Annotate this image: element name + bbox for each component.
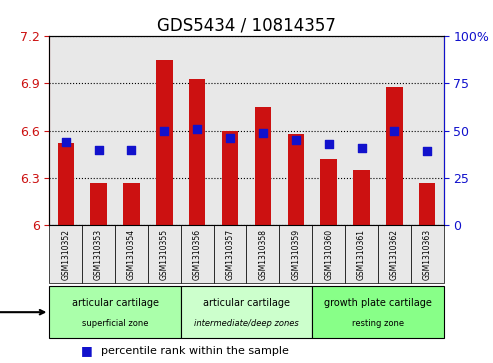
Bar: [123, 183, 140, 225]
Text: GSM1310359: GSM1310359: [291, 229, 300, 280]
Point: [259, 130, 267, 135]
Point: [357, 145, 365, 151]
Point: [95, 147, 103, 152]
FancyBboxPatch shape: [49, 286, 181, 338]
Text: GSM1310358: GSM1310358: [258, 229, 267, 280]
Text: growth plate cartilage: growth plate cartilage: [324, 298, 432, 309]
Bar: [90, 183, 107, 225]
FancyBboxPatch shape: [280, 225, 312, 283]
FancyBboxPatch shape: [378, 225, 411, 283]
Bar: [345, 36, 378, 225]
FancyBboxPatch shape: [82, 225, 115, 283]
Bar: [255, 107, 271, 225]
Bar: [353, 170, 370, 225]
Text: GSM1310357: GSM1310357: [226, 229, 235, 280]
Point: [226, 135, 234, 141]
Bar: [49, 36, 82, 225]
FancyBboxPatch shape: [345, 225, 378, 283]
FancyBboxPatch shape: [181, 286, 312, 338]
Text: transformed count: transformed count: [101, 324, 204, 334]
Text: GSM1310360: GSM1310360: [324, 229, 333, 280]
FancyBboxPatch shape: [411, 225, 444, 283]
Bar: [213, 36, 246, 225]
Point: [292, 137, 300, 143]
Text: GSM1310361: GSM1310361: [357, 229, 366, 280]
Title: GDS5434 / 10814357: GDS5434 / 10814357: [157, 17, 336, 35]
Point: [62, 139, 70, 145]
Text: GSM1310354: GSM1310354: [127, 229, 136, 280]
Point: [128, 147, 136, 152]
Bar: [312, 36, 345, 225]
Text: ■: ■: [81, 322, 93, 335]
FancyBboxPatch shape: [246, 225, 280, 283]
Text: GSM1310352: GSM1310352: [61, 229, 70, 280]
Bar: [386, 87, 403, 225]
Point: [390, 128, 398, 134]
Text: GSM1310356: GSM1310356: [193, 229, 202, 280]
Bar: [181, 36, 213, 225]
Bar: [82, 36, 115, 225]
Text: superficial zone: superficial zone: [82, 319, 148, 328]
Text: GSM1310362: GSM1310362: [390, 229, 399, 280]
FancyBboxPatch shape: [312, 286, 444, 338]
Bar: [148, 36, 181, 225]
Bar: [58, 143, 74, 225]
Bar: [246, 36, 280, 225]
Text: percentile rank within the sample: percentile rank within the sample: [101, 346, 288, 356]
Bar: [378, 36, 411, 225]
Bar: [115, 36, 148, 225]
FancyBboxPatch shape: [115, 225, 148, 283]
Text: GSM1310363: GSM1310363: [423, 229, 432, 280]
Point: [325, 141, 333, 147]
Text: GSM1310353: GSM1310353: [94, 229, 103, 280]
Bar: [189, 79, 206, 225]
Bar: [320, 159, 337, 225]
Bar: [222, 131, 238, 225]
Bar: [280, 36, 312, 225]
Bar: [287, 134, 304, 225]
Text: resting zone: resting zone: [352, 319, 404, 328]
Text: tissue: tissue: [0, 307, 44, 317]
Text: intermediate/deep zones: intermediate/deep zones: [194, 319, 299, 328]
FancyBboxPatch shape: [49, 225, 82, 283]
FancyBboxPatch shape: [148, 225, 181, 283]
Bar: [411, 36, 444, 225]
FancyBboxPatch shape: [312, 225, 345, 283]
Bar: [419, 183, 435, 225]
FancyBboxPatch shape: [213, 225, 246, 283]
Text: ■: ■: [81, 344, 93, 357]
FancyBboxPatch shape: [181, 225, 213, 283]
Point: [160, 128, 168, 134]
Point: [193, 126, 201, 132]
Bar: [156, 60, 173, 225]
Text: articular cartilage: articular cartilage: [203, 298, 290, 309]
Text: GSM1310355: GSM1310355: [160, 229, 169, 280]
Text: articular cartilage: articular cartilage: [71, 298, 159, 309]
Point: [423, 148, 431, 154]
